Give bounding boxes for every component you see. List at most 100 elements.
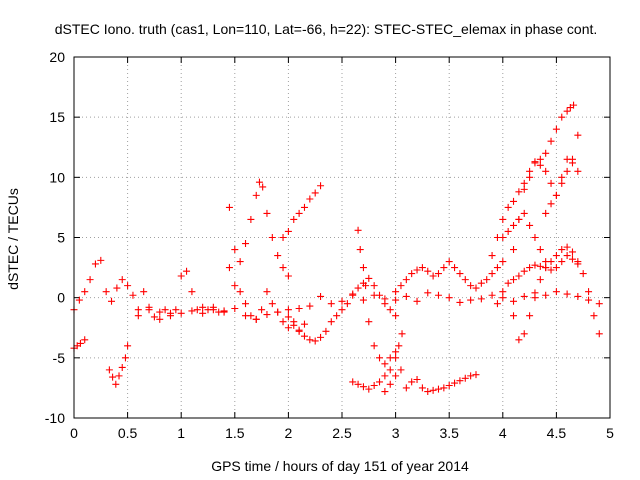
data-point — [376, 291, 384, 299]
data-point — [124, 282, 132, 290]
data-point — [166, 312, 174, 320]
y-tick-label: -10 — [45, 410, 65, 426]
data-point — [252, 191, 260, 199]
data-point — [306, 195, 314, 203]
data-point — [526, 167, 534, 175]
series-arc-o — [510, 155, 582, 254]
data-point — [542, 209, 550, 217]
series-arc-k — [365, 318, 400, 368]
data-point — [140, 288, 148, 296]
data-point — [81, 336, 89, 344]
x-tick-label: 4 — [499, 425, 507, 441]
data-point — [493, 300, 501, 308]
series-arc-i — [354, 226, 370, 290]
data-point — [477, 279, 485, 287]
data-point — [279, 318, 287, 326]
data-point — [199, 303, 207, 311]
data-point — [284, 306, 292, 314]
data-point — [398, 330, 406, 338]
data-point — [397, 366, 405, 374]
data-point — [392, 348, 400, 356]
data-point — [124, 342, 132, 350]
series-arc-l — [381, 366, 480, 396]
data-point — [558, 113, 566, 121]
data-point — [112, 380, 120, 388]
data-point — [483, 276, 491, 284]
data-point — [225, 264, 233, 272]
data-point — [526, 221, 534, 229]
data-point — [467, 282, 475, 290]
data-point — [585, 296, 593, 304]
data-point — [317, 333, 325, 341]
data-point — [231, 304, 239, 312]
series-arc-m — [392, 258, 507, 296]
data-point — [520, 292, 528, 300]
data-point — [268, 234, 276, 241]
x-tick-label: 0.5 — [118, 425, 138, 441]
data-point — [504, 227, 512, 235]
data-point — [413, 375, 421, 383]
data-point — [156, 315, 164, 323]
data-point — [510, 276, 518, 284]
data-point — [376, 378, 384, 386]
data-point — [558, 173, 566, 181]
data-point — [397, 282, 405, 290]
data-point — [488, 291, 496, 299]
y-tick-label: 15 — [49, 109, 65, 125]
data-point — [515, 188, 523, 196]
data-point — [499, 288, 507, 296]
data-point — [451, 264, 459, 272]
data-point — [440, 264, 448, 272]
y-tick-label: 20 — [49, 49, 65, 65]
data-point — [295, 327, 303, 335]
data-point — [392, 312, 400, 320]
series-arc-g — [279, 182, 325, 241]
data-point — [354, 226, 362, 234]
data-point — [402, 276, 410, 284]
data-point — [327, 300, 335, 308]
data-point — [418, 384, 426, 392]
data-point — [359, 296, 367, 304]
data-point — [134, 312, 142, 320]
data-point — [381, 388, 389, 396]
data-point — [268, 300, 276, 308]
data-point — [542, 167, 550, 175]
data-point — [376, 354, 384, 362]
series-arc-b — [70, 336, 89, 352]
y-tick-label: 5 — [57, 230, 65, 246]
data-point — [300, 203, 308, 211]
data-point — [547, 137, 555, 145]
data-point — [188, 307, 196, 315]
series-arc-n — [488, 101, 578, 260]
data-point — [386, 306, 394, 314]
data-point — [568, 155, 576, 163]
data-point — [392, 296, 400, 304]
data-point — [109, 373, 117, 381]
data-point — [558, 246, 566, 254]
data-point — [300, 332, 308, 340]
data-point — [284, 272, 292, 280]
data-point — [440, 384, 448, 392]
data-point — [386, 354, 394, 362]
data-point — [488, 270, 496, 278]
data-point — [102, 288, 110, 296]
series-arc-s — [493, 252, 582, 308]
data-point — [381, 360, 389, 368]
data-point — [113, 284, 121, 292]
x-tick-label: 1.5 — [225, 425, 245, 441]
data-point — [258, 306, 266, 314]
data-point — [317, 182, 325, 190]
x-tick-label: 2 — [285, 425, 293, 441]
data-point — [231, 246, 239, 254]
plot-frame — [73, 56, 611, 419]
data-point — [585, 288, 593, 296]
data-point — [156, 308, 164, 316]
series-arc-q — [499, 209, 550, 266]
data-point — [290, 318, 298, 326]
data-point — [129, 291, 137, 299]
data-points — [70, 101, 603, 396]
series-arc-j — [349, 330, 406, 393]
data-point — [563, 252, 571, 260]
chart-title: dSTEC Iono. truth (cas1, Lon=110, Lat=-6… — [55, 21, 598, 37]
data-point — [526, 173, 534, 181]
